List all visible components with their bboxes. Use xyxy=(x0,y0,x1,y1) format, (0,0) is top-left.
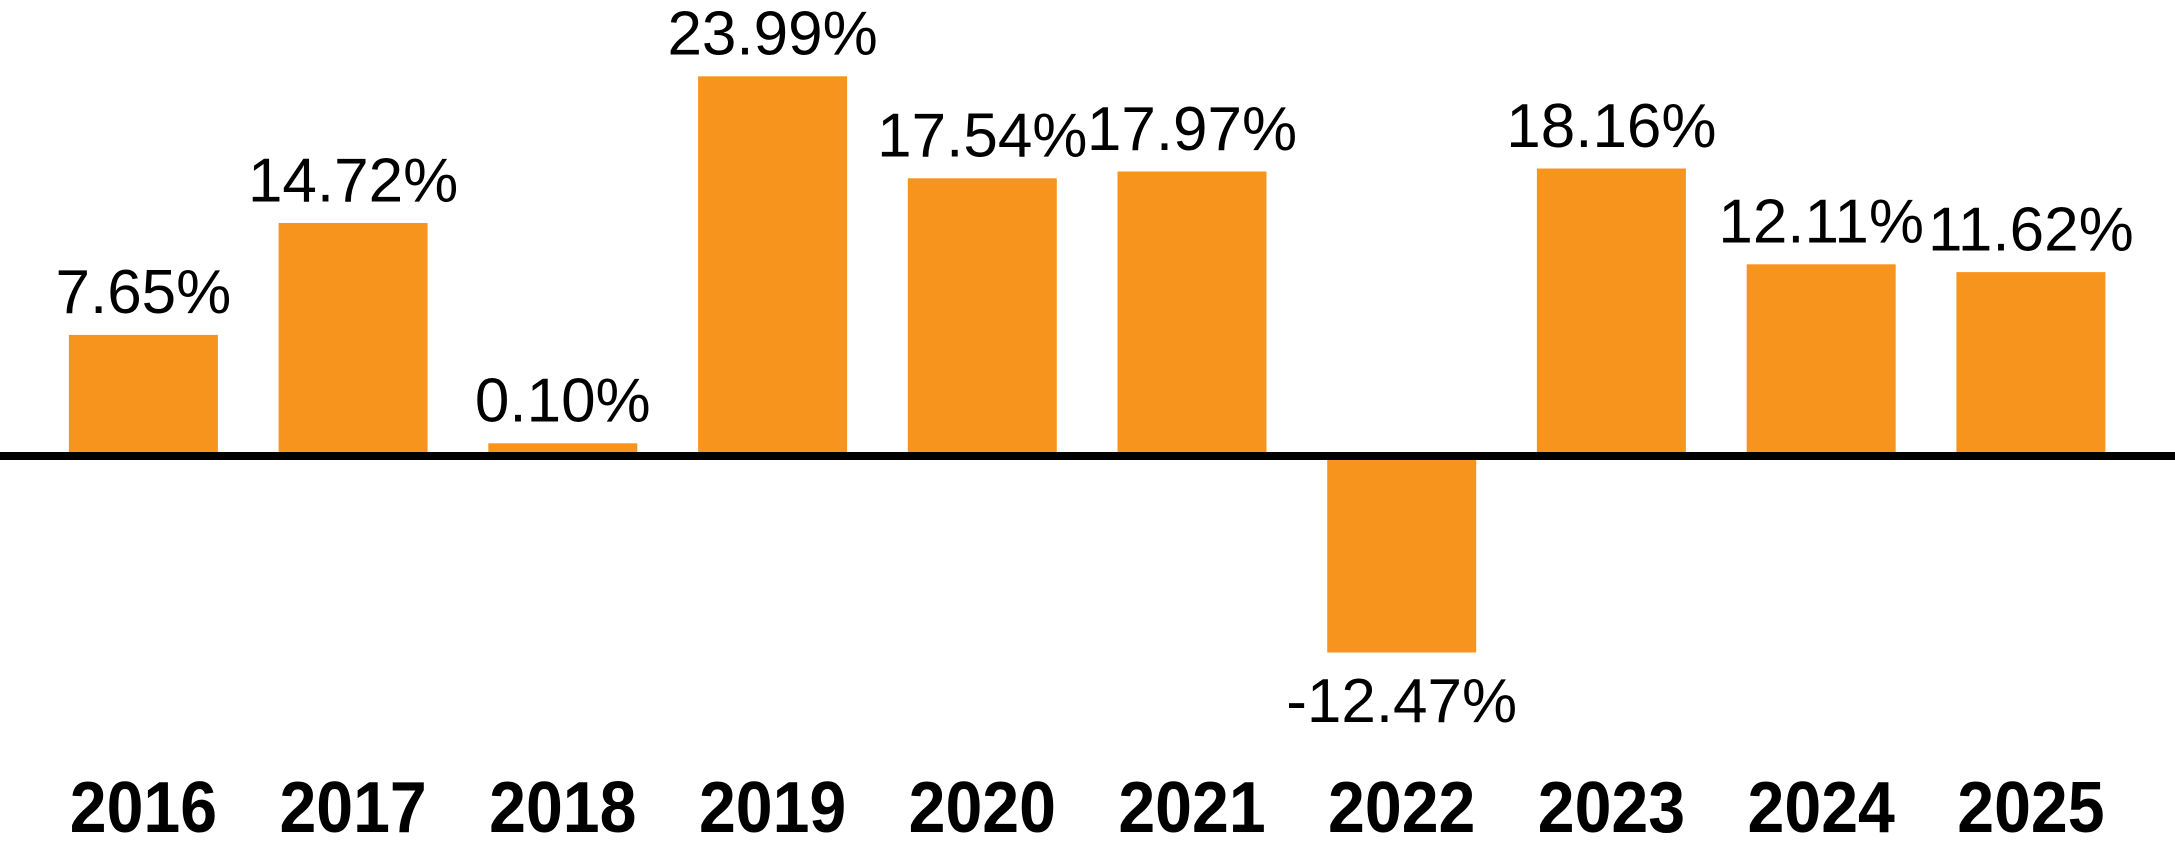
svg-text:2021: 2021 xyxy=(1118,767,1265,842)
svg-text:23.99%: 23.99% xyxy=(667,0,877,69)
svg-text:2025: 2025 xyxy=(1957,767,2104,842)
svg-text:12.11%: 12.11% xyxy=(1718,188,1924,257)
svg-text:2023: 2023 xyxy=(1538,767,1685,842)
svg-text:2016: 2016 xyxy=(70,767,217,842)
svg-text:14.72%: 14.72% xyxy=(248,147,458,216)
svg-text:0.10%: 0.10% xyxy=(475,367,651,436)
svg-text:18.16%: 18.16% xyxy=(1506,92,1716,161)
svg-text:2018: 2018 xyxy=(489,767,636,842)
svg-text:2024: 2024 xyxy=(1748,767,1896,842)
svg-text:2022: 2022 xyxy=(1328,767,1475,842)
svg-text:2017: 2017 xyxy=(279,767,426,842)
svg-text:2020: 2020 xyxy=(909,767,1056,842)
svg-text:17.54%: 17.54% xyxy=(877,102,1087,171)
svg-text:17.97%: 17.97% xyxy=(1087,95,1297,164)
svg-text:7.65%: 7.65% xyxy=(55,258,231,327)
svg-text:-12.47%: -12.47% xyxy=(1286,667,1517,736)
svg-text:2019: 2019 xyxy=(699,767,846,842)
svg-text:11.62%: 11.62% xyxy=(1928,195,2134,264)
